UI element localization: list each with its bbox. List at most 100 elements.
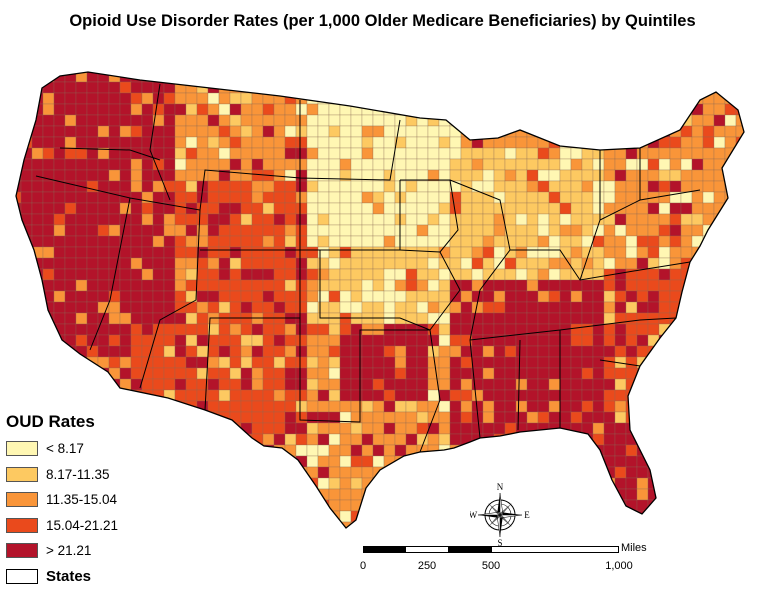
county-cell	[339, 235, 352, 248]
county-cell	[196, 114, 209, 127]
county-cell	[570, 257, 583, 270]
county-cell	[724, 301, 737, 314]
county-cell	[262, 125, 275, 138]
county-cell	[680, 389, 693, 402]
county-cell	[229, 334, 242, 347]
county-cell	[438, 422, 451, 435]
county-cell	[559, 147, 572, 160]
county-cell	[16, 92, 22, 105]
county-cell	[274, 60, 285, 71]
county-cell	[614, 235, 627, 248]
county-cell	[372, 235, 385, 248]
scale-units: Miles	[621, 542, 647, 554]
county-cell	[449, 224, 462, 237]
county-cell	[526, 213, 539, 226]
county-cell	[416, 279, 429, 292]
county-cell	[460, 136, 473, 149]
county-cell	[548, 510, 561, 523]
county-cell	[735, 356, 744, 369]
county-cell	[482, 378, 495, 391]
county-cell	[229, 367, 242, 380]
county-cell	[505, 60, 516, 71]
county-cell	[394, 367, 407, 380]
county-cell	[702, 92, 715, 105]
county-cell	[680, 202, 693, 215]
county-cell	[350, 455, 363, 468]
county-cell	[119, 158, 132, 171]
county-cell	[702, 367, 715, 380]
county-cell	[493, 378, 506, 391]
county-cell	[152, 224, 165, 237]
county-cell	[306, 257, 319, 270]
county-cell	[691, 488, 704, 501]
county-cell	[394, 378, 407, 391]
county-cell	[559, 312, 572, 325]
county-cell	[658, 257, 671, 270]
county-cell	[119, 114, 132, 127]
county-cell	[669, 169, 682, 182]
county-cell	[625, 400, 638, 413]
county-cell	[493, 246, 506, 259]
county-cell	[680, 290, 693, 303]
scale-tick: 250	[417, 560, 437, 572]
county-cell	[295, 235, 308, 248]
county-cell	[482, 202, 495, 215]
county-cell	[603, 521, 616, 528]
county-cell	[724, 356, 737, 369]
county-cell	[16, 356, 22, 369]
county-cell	[636, 147, 649, 160]
county-cell	[141, 378, 154, 391]
county-cell	[713, 356, 726, 369]
county-cell	[97, 191, 110, 204]
county-cell	[747, 93, 758, 104]
county-cell	[460, 356, 473, 369]
county-cell	[394, 268, 407, 281]
county-cell	[207, 224, 220, 237]
county-cell	[295, 72, 308, 83]
county-cell	[163, 114, 176, 127]
county-cell	[328, 466, 341, 479]
county-cell	[680, 169, 693, 182]
county-cell	[449, 411, 462, 424]
county-cell	[196, 202, 209, 215]
county-cell	[174, 488, 187, 501]
county-cell	[504, 92, 517, 105]
county-cell	[548, 103, 561, 116]
county-cell	[97, 400, 110, 413]
county-cell	[339, 323, 352, 336]
county-cell	[416, 510, 429, 523]
county-cell	[130, 356, 143, 369]
county-cell	[570, 279, 583, 292]
state-border	[299, 100, 401, 181]
county-cell	[647, 290, 660, 303]
county-cell	[702, 114, 715, 127]
county-cell	[372, 268, 385, 281]
county-cell	[471, 81, 484, 94]
county-cell	[75, 114, 88, 127]
county-cell	[141, 246, 154, 259]
county-cell	[350, 466, 363, 479]
county-cell	[251, 477, 264, 490]
county-cell	[196, 488, 209, 501]
county-cell	[218, 422, 231, 435]
county-cell	[372, 180, 385, 193]
county-cell	[669, 268, 682, 281]
county-cell	[152, 510, 165, 523]
county-cell	[153, 60, 164, 71]
county-cell	[702, 312, 715, 325]
county-cell	[262, 72, 275, 83]
county-cell	[108, 367, 121, 380]
county-cell	[64, 191, 77, 204]
county-cell	[680, 224, 693, 237]
county-cell	[658, 411, 671, 424]
county-cell	[207, 136, 220, 149]
county-cell	[361, 334, 374, 347]
county-cell	[251, 488, 264, 501]
county-cell	[86, 158, 99, 171]
county-cell	[636, 202, 649, 215]
county-cell	[75, 400, 88, 413]
county-cell	[417, 533, 428, 544]
county-cell	[603, 81, 616, 94]
county-cell	[75, 103, 88, 116]
county-cell	[130, 444, 143, 457]
